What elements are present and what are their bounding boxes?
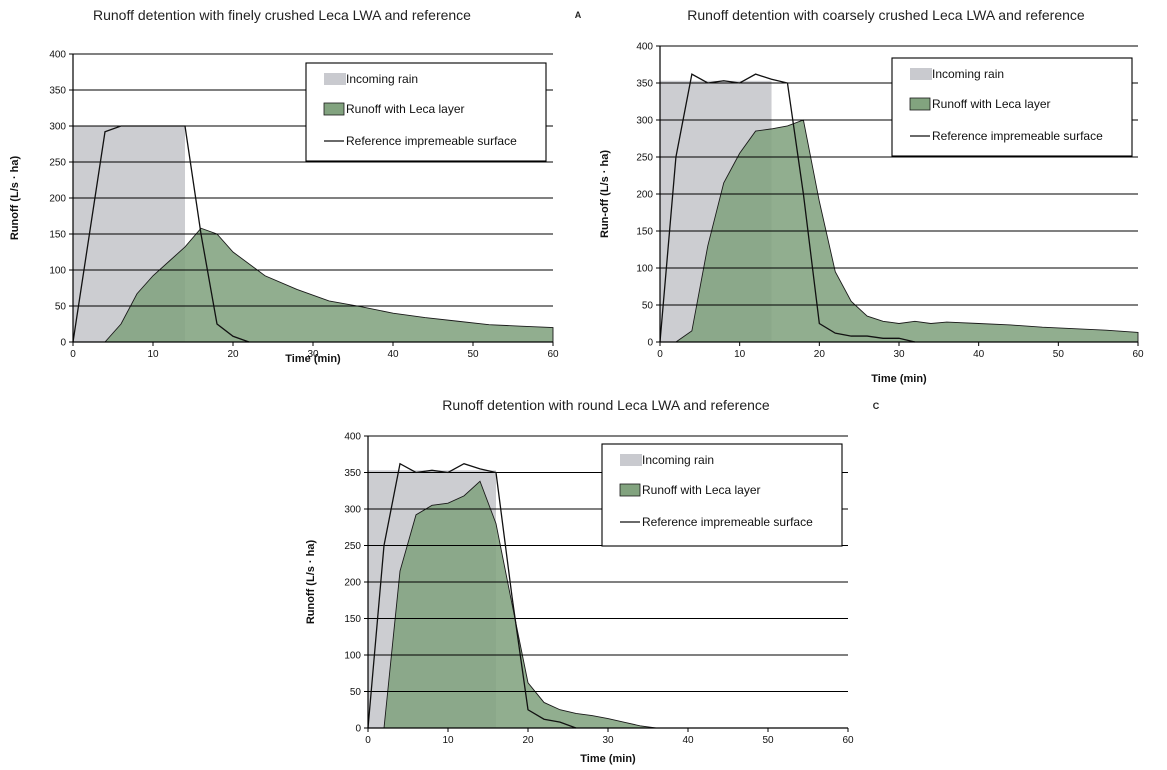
x-tick-label: 20 xyxy=(227,349,239,360)
runoff-leca-area xyxy=(103,227,554,343)
legend-label-leca: Runoff with Leca layer xyxy=(642,483,761,497)
y-tick-label: 100 xyxy=(636,264,653,275)
x-tick-label: 50 xyxy=(762,735,774,746)
x-tick-label: 10 xyxy=(147,349,159,360)
y-tick-label: 150 xyxy=(636,227,653,238)
chart-2: Runoff detention with coarsely crushed L… xyxy=(599,7,1144,385)
panel-label: C xyxy=(873,401,880,411)
y-tick-label: 250 xyxy=(636,153,653,164)
y-tick-label: 50 xyxy=(642,301,654,312)
y-tick-label: 350 xyxy=(344,468,361,479)
x-tick-label: 60 xyxy=(1132,349,1144,360)
x-tick-label: 0 xyxy=(365,735,371,746)
y-axis-title: Run-off (L/s · ha) xyxy=(599,150,611,238)
y-tick-label: 100 xyxy=(49,266,66,277)
y-tick-label: 250 xyxy=(49,158,66,169)
legend-label-reference: Reference impremeable surface xyxy=(932,129,1103,143)
legend: Incoming rain Runoff with Leca layer Refer… xyxy=(891,57,1133,157)
chart-title: Runoff detention with round Leca LWA and… xyxy=(442,397,770,413)
y-tick-label: 200 xyxy=(344,578,361,589)
y-tick-label: 350 xyxy=(636,79,653,90)
x-tick-label: 20 xyxy=(814,349,826,360)
y-tick-label: 200 xyxy=(49,194,66,205)
runoff-leca-area xyxy=(674,119,1139,343)
legend-label-leca: Runoff with Leca layer xyxy=(932,97,1051,111)
y-tick-label: 0 xyxy=(647,338,653,349)
legend-swatch-rain xyxy=(620,454,642,466)
chart-title: Runoff detention with finely crushed Lec… xyxy=(93,7,471,23)
x-tick-label: 20 xyxy=(522,735,534,746)
y-tick-label: 250 xyxy=(344,541,361,552)
reference-line xyxy=(72,125,250,343)
legend-swatch-rain xyxy=(324,73,346,85)
x-axis-title: Time (min) xyxy=(285,353,341,365)
x-axis-title: Time (min) xyxy=(580,753,636,765)
x-tick-label: 0 xyxy=(657,349,663,360)
legend-label-reference: Reference impremeable surface xyxy=(642,515,813,529)
x-tick-label: 10 xyxy=(442,735,454,746)
reference-line xyxy=(367,462,577,729)
reference-line xyxy=(659,73,916,343)
legend-label-rain: Incoming rain xyxy=(642,453,714,467)
y-tick-label: 300 xyxy=(49,122,66,133)
chart-1: Runoff detention with finely crushed Lec… xyxy=(9,7,582,365)
x-tick-label: 30 xyxy=(307,349,319,360)
x-tick-label: 30 xyxy=(602,735,614,746)
y-tick-label: 50 xyxy=(350,687,362,698)
y-tick-label: 400 xyxy=(636,42,653,53)
y-axis-title: Runoff (L/s · ha) xyxy=(305,540,317,625)
legend-swatch-leca xyxy=(323,102,345,116)
y-tick-label: 300 xyxy=(344,505,361,516)
x-tick-label: 50 xyxy=(467,349,479,360)
y-tick-label: 0 xyxy=(355,724,361,735)
legend-swatch-leca xyxy=(619,483,641,497)
panel-label: A xyxy=(575,10,582,20)
runoff-leca-area xyxy=(383,480,657,729)
x-tick-label: 40 xyxy=(682,735,694,746)
legend-label-reference: Reference impremeable surface xyxy=(346,134,517,148)
y-tick-label: 100 xyxy=(344,651,361,662)
x-tick-label: 60 xyxy=(842,735,854,746)
x-tick-label: 40 xyxy=(973,349,985,360)
chart-3: Runoff detention with round Leca LWA and… xyxy=(305,397,880,765)
x-tick-label: 40 xyxy=(387,349,399,360)
y-axis-title: Runoff (L/s · ha) xyxy=(9,156,21,241)
y-tick-label: 0 xyxy=(60,338,66,349)
y-tick-label: 50 xyxy=(55,302,67,313)
x-tick-label: 0 xyxy=(70,349,76,360)
legend-label-rain: Incoming rain xyxy=(932,67,1004,81)
legend-label-rain: Incoming rain xyxy=(346,72,418,86)
y-tick-label: 400 xyxy=(344,432,361,443)
legend-swatch-leca xyxy=(909,97,931,111)
legend-swatch-rain xyxy=(910,68,932,80)
legend-label-leca: Runoff with Leca layer xyxy=(346,102,465,116)
y-tick-label: 400 xyxy=(49,50,66,61)
x-tick-label: 30 xyxy=(893,349,905,360)
x-tick-label: 50 xyxy=(1053,349,1065,360)
x-tick-label: 10 xyxy=(734,349,746,360)
chart-title: Runoff detention with coarsely crushed L… xyxy=(687,7,1085,23)
x-tick-label: 60 xyxy=(547,349,559,360)
y-tick-label: 150 xyxy=(49,230,66,241)
legend: Incoming rain Runoff with Leca layer Refer… xyxy=(305,62,547,162)
y-tick-label: 300 xyxy=(636,116,653,127)
y-tick-label: 150 xyxy=(344,614,361,625)
legend: Incoming rain Runoff with Leca layer Refer… xyxy=(601,443,843,547)
y-tick-label: 350 xyxy=(49,86,66,97)
x-axis-title: Time (min) xyxy=(871,373,927,385)
y-tick-label: 200 xyxy=(636,190,653,201)
